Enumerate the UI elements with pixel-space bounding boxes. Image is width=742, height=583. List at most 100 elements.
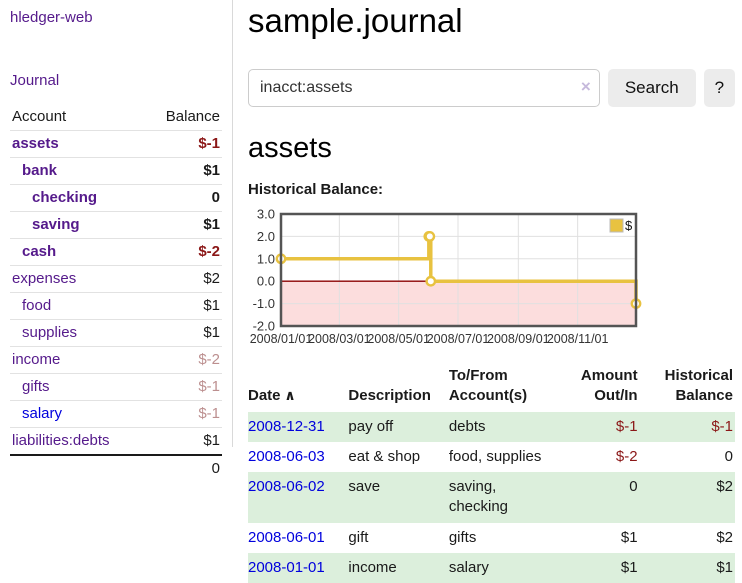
chart-data-point — [424, 231, 436, 242]
account-link-bank[interactable]: bank — [22, 162, 58, 179]
account-link-gifts[interactable]: gifts — [22, 378, 50, 395]
transaction-date-link[interactable]: 2008-06-01 — [248, 528, 325, 546]
account-row: saving $1 — [10, 211, 222, 239]
account-row: expenses $2 — [10, 265, 222, 293]
sidebar-item-journal[interactable]: Journal — [10, 72, 60, 89]
register-col-historical-balance: Historical Balance — [664, 367, 733, 405]
register-col-amount-out-in: Amount Out/In — [580, 367, 638, 405]
account-balance: $-2 — [143, 238, 222, 266]
accounts-total-row: 0 — [10, 454, 222, 482]
accounts-total-balance: 0 — [143, 454, 222, 482]
account-balance: 0 — [143, 184, 222, 212]
account-balance: $-1 — [143, 373, 222, 401]
account-link-income[interactable]: income — [12, 351, 61, 368]
account-link-saving[interactable]: saving — [32, 216, 80, 233]
accounts-header-row: Account Balance — [10, 104, 222, 131]
transaction-balance: $1 — [716, 558, 733, 576]
transaction-date-link[interactable]: 2008-06-02 — [248, 478, 325, 495]
register-row: 2008-06-02 save saving, checking 0 $2 — [248, 472, 735, 523]
transaction-description: eat & shop — [348, 447, 421, 465]
register-header-row: Date ∧ Description To/From Account(s) Amoun… — [248, 364, 735, 412]
help-button[interactable]: ? — [703, 69, 735, 107]
chart-y-tick-label: 0.0 — [257, 274, 275, 289]
account-balance: $2 — [143, 265, 222, 293]
transaction-balance: $-1 — [711, 417, 733, 435]
chart-x-tick-label: 2008/09/01 — [487, 332, 550, 346]
main-content: sample.journal × Search ? assets Histori… — [248, 0, 735, 583]
account-link-supplies[interactable]: supplies — [22, 324, 78, 341]
transaction-balance: $2 — [716, 528, 733, 546]
chart-y-tick-label: 2.0 — [257, 229, 275, 244]
chart-legend-swatch — [609, 218, 624, 233]
transaction-description: pay off — [348, 417, 394, 435]
transaction-balance: 0 — [724, 447, 733, 465]
chart-label: Historical Balance: — [248, 181, 384, 198]
transaction-balance: $2 — [716, 478, 733, 495]
account-balance: $-1 — [143, 400, 222, 428]
register-table: Date ∧ Description To/From Account(s) Amoun… — [248, 364, 735, 583]
search-button[interactable]: Search — [607, 69, 696, 107]
search-input[interactable] — [248, 69, 600, 107]
register-row: 2008-06-01 gift gifts $1 $2 — [248, 523, 735, 553]
register-col-description: Description — [348, 387, 431, 405]
transaction-date-link[interactable]: 2008-12-31 — [248, 417, 325, 435]
account-link-liabilities-debts[interactable]: liabilities:debts — [12, 432, 110, 449]
register-row: 2008-06-03 eat & shop food, supplies $-2 0 — [248, 442, 735, 472]
chart-y-tick-label: -1.0 — [253, 296, 275, 311]
account-link-checking[interactable]: checking — [32, 189, 98, 206]
transaction-accounts: gifts — [448, 528, 477, 546]
search-input-wrap: × — [248, 69, 600, 107]
account-row: supplies $1 — [10, 319, 222, 347]
account-row: checking 0 — [10, 184, 222, 212]
chart-x-tick-label: 2008/11/01 — [547, 332, 609, 346]
account-balance: $1 — [143, 292, 222, 320]
transaction-amount: $1 — [620, 528, 638, 546]
account-row: cash $-2 — [10, 238, 222, 266]
transaction-amount: $1 — [620, 558, 638, 576]
register-row: 2008-12-31 pay off debts $-1 $-1 — [248, 411, 735, 442]
chart-x-tick-label: 2008/03/01 — [308, 332, 371, 346]
account-link-cash[interactable]: cash — [22, 243, 57, 260]
account-title: assets — [248, 132, 332, 164]
account-link-food[interactable]: food — [22, 297, 52, 314]
account-balance: $1 — [143, 427, 222, 456]
account-row: salary $-1 — [10, 400, 222, 428]
register-col-date[interactable]: Date ∧ — [248, 387, 296, 405]
account-link-expenses[interactable]: expenses — [12, 270, 77, 287]
search-form: × Search ? — [248, 69, 735, 107]
account-balance: $-2 — [143, 346, 222, 374]
register-col-to-from-account-s-: To/From Account(s) — [448, 367, 528, 405]
app-brand-link[interactable]: hledger-web — [10, 9, 93, 26]
transaction-date-link[interactable]: 2008-06-03 — [248, 447, 325, 465]
chart-data-point — [425, 275, 437, 287]
sort-ascending-icon[interactable]: ∧ — [280, 387, 296, 404]
sidebar: hledger-web Journal Account Balance asse… — [0, 0, 233, 482]
account-balance: $1 — [143, 319, 222, 347]
accounts-col-balance: Balance — [143, 104, 222, 131]
register-row: 2008-01-01 income salary $1 $1 — [248, 552, 735, 583]
page-title: sample.journal — [248, 2, 463, 39]
clear-search-icon[interactable]: × — [580, 77, 591, 96]
transaction-description: income — [348, 558, 397, 576]
account-balance: $1 — [143, 157, 222, 185]
transaction-description: gift — [348, 528, 369, 546]
account-link-salary[interactable]: salary — [22, 405, 63, 422]
account-link-assets[interactable]: assets — [12, 135, 59, 152]
chart-y-tick-label: 3.0 — [257, 207, 275, 222]
account-row: liabilities:debts $1 — [10, 427, 222, 456]
chart-legend-label: $ — [625, 218, 633, 233]
accounts-col-account: Account — [10, 104, 144, 131]
account-row: gifts $-1 — [10, 373, 222, 401]
account-balance: $1 — [143, 211, 222, 239]
transaction-accounts: debts — [448, 417, 486, 435]
historical-balance-chart: $3.0 2.0 1.0 0.0 -1.0 -2.0 2008/01/01 2008/03/0… — [248, 206, 735, 348]
chart-y-tick-label: -2.0 — [253, 319, 275, 334]
transaction-description: save — [348, 478, 381, 495]
transaction-accounts: salary — [448, 558, 489, 576]
transaction-amount: 0 — [629, 478, 638, 495]
transaction-amount: $-2 — [615, 447, 638, 465]
transaction-amount: $-1 — [615, 417, 638, 435]
chart-y-tick-label: 1.0 — [257, 251, 275, 266]
chart-x-tick-label: 2008/05/01 — [367, 332, 430, 346]
transaction-date-link[interactable]: 2008-01-01 — [248, 558, 325, 576]
